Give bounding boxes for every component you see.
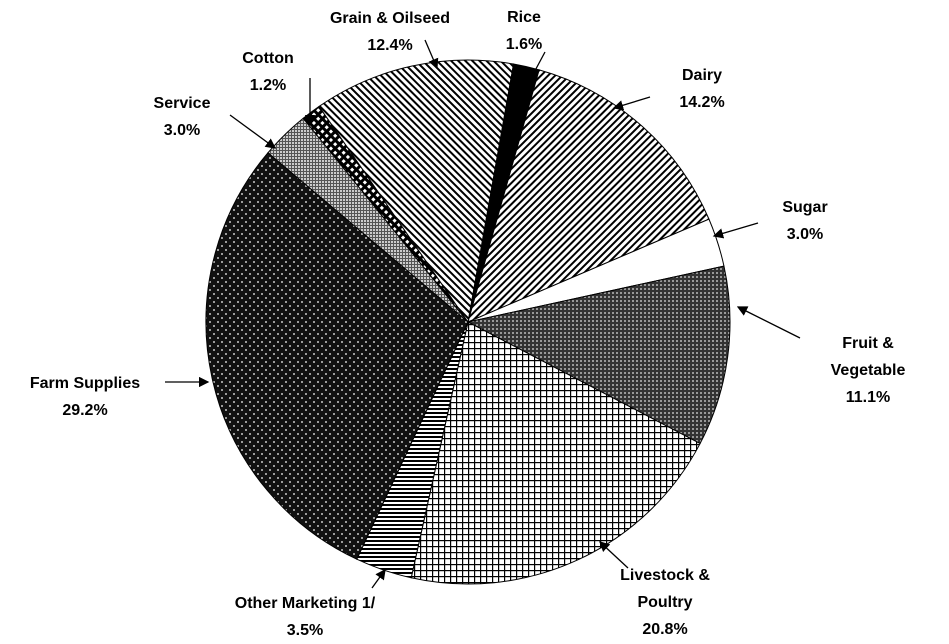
slice-value-label: 3.5%: [286, 622, 324, 639]
slice-label: Fruit & Vegetable: [830, 335, 906, 379]
leader-arrow: [599, 541, 629, 569]
leader-arrow: [424, 39, 439, 70]
slice-label: Other Marketing 1/: [234, 595, 376, 612]
slice-label: Dairy: [681, 67, 723, 84]
slice-label: Cotton: [242, 50, 294, 67]
slice-value-label: 12.4%: [367, 37, 413, 54]
slice-value-label: 11.1%: [845, 389, 891, 406]
slice-label: Livestock & Poultry: [620, 567, 710, 611]
slice-value-label: 20.8%: [642, 621, 688, 638]
slice-value-label: 1.2%: [249, 77, 287, 94]
leader-arrow: [229, 114, 277, 149]
slice-value-label: 14.2%: [679, 94, 725, 111]
leader-arrow: [712, 222, 759, 239]
pie-slice: [410, 321, 701, 585]
slice-value-label: 3.0%: [786, 226, 824, 243]
slice-label: Sugar: [782, 199, 828, 216]
slice-label: Rice: [507, 9, 541, 26]
slice-value-label: 3.0%: [163, 122, 201, 139]
leader-arrow: [736, 306, 801, 339]
slice-label: Grain & Oilseed: [329, 10, 451, 27]
leader-arrow: [529, 51, 546, 82]
pie-slice: [205, 152, 469, 560]
pie-slice: [466, 265, 731, 445]
slice-value-label: 1.6%: [505, 36, 543, 53]
slice-label: Service: [153, 95, 211, 112]
leader-arrow: [612, 96, 651, 111]
pie-slice: [318, 59, 515, 324]
leader-arrow: [371, 568, 386, 589]
pie-slice: [467, 69, 710, 323]
slice-label: Farm Supplies: [29, 375, 141, 392]
slice-value-label: 29.2%: [62, 402, 108, 419]
